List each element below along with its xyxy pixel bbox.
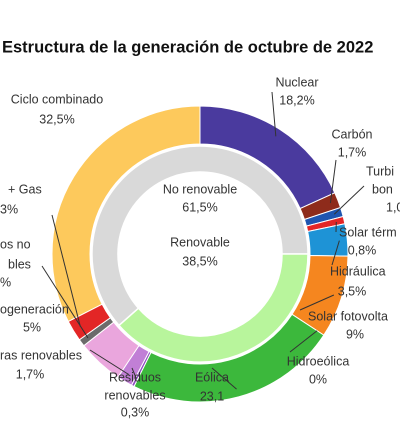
segment-value-label: 1,7%: [338, 145, 367, 159]
segment-label: ras renovables: [0, 348, 82, 362]
inner-value-label: 61,5%: [182, 200, 217, 214]
segment-label: Hidroeólica: [287, 354, 350, 368]
segment-label: Solar fotovolta: [308, 309, 388, 323]
segment-label: Residuos: [109, 370, 161, 384]
leader-line: [131, 367, 137, 379]
leader-line: [211, 367, 237, 390]
segment-label: Ciclo combinado: [11, 92, 103, 106]
inner-segment: [91, 145, 309, 327]
segment-value-label: 5%: [23, 320, 41, 334]
segment-value-label: 0,8%: [348, 243, 377, 257]
rings: [51, 105, 349, 403]
segment-label: renovables: [104, 388, 165, 402]
leader-line: [89, 349, 129, 375]
segment-label: bon: [372, 182, 393, 196]
segment-label: Nuclear: [275, 75, 318, 89]
segment-value-label: 1,7%: [16, 367, 45, 381]
segment-label: bles: [8, 257, 31, 271]
segment-value-label: 0,3%: [121, 405, 150, 419]
segment-value-label: %: [0, 275, 11, 289]
segment-label: Eólica: [195, 370, 229, 384]
segment-value-label: 32,5%: [39, 112, 74, 126]
leader-line: [299, 294, 335, 311]
leader-line: [271, 91, 277, 137]
segment-value-label: 3%: [0, 202, 18, 216]
outer-segment: [51, 105, 201, 323]
segment-value-label: 0%: [309, 372, 327, 386]
segment-value-label: 1,0: [386, 200, 400, 214]
segment-label: Hidráulica: [330, 264, 386, 278]
labels: No renovable 61,5% Renovable 38,5% Nuclear 18…: [0, 75, 400, 419]
leader-line: [331, 240, 340, 266]
segment-value-label: 9%: [346, 327, 364, 341]
segment-label: Solar térm: [339, 225, 397, 239]
inner-segment: [117, 253, 309, 363]
inner-label: No renovable: [163, 182, 237, 196]
segment-label: ogeneración: [0, 302, 69, 316]
segment-label: os no: [0, 237, 31, 251]
segment-label: Carbón: [332, 127, 373, 141]
segment-label: Turbi: [366, 164, 394, 178]
segment-value-label: 23,1: [200, 389, 224, 403]
leader-line: [333, 185, 365, 215]
inner-value-label: 38,5%: [182, 254, 217, 268]
segment-label: + Gas: [8, 182, 42, 196]
chart-title: Estructura de la generación de octubre d…: [2, 38, 373, 56]
segment-value-label: 18,2%: [279, 93, 314, 107]
leader-line: [329, 159, 337, 204]
segment-value-label: 3,5%: [338, 284, 367, 298]
leader-line: [51, 214, 81, 327]
leader-line: [289, 330, 318, 353]
inner-label: Renovable: [170, 235, 230, 249]
